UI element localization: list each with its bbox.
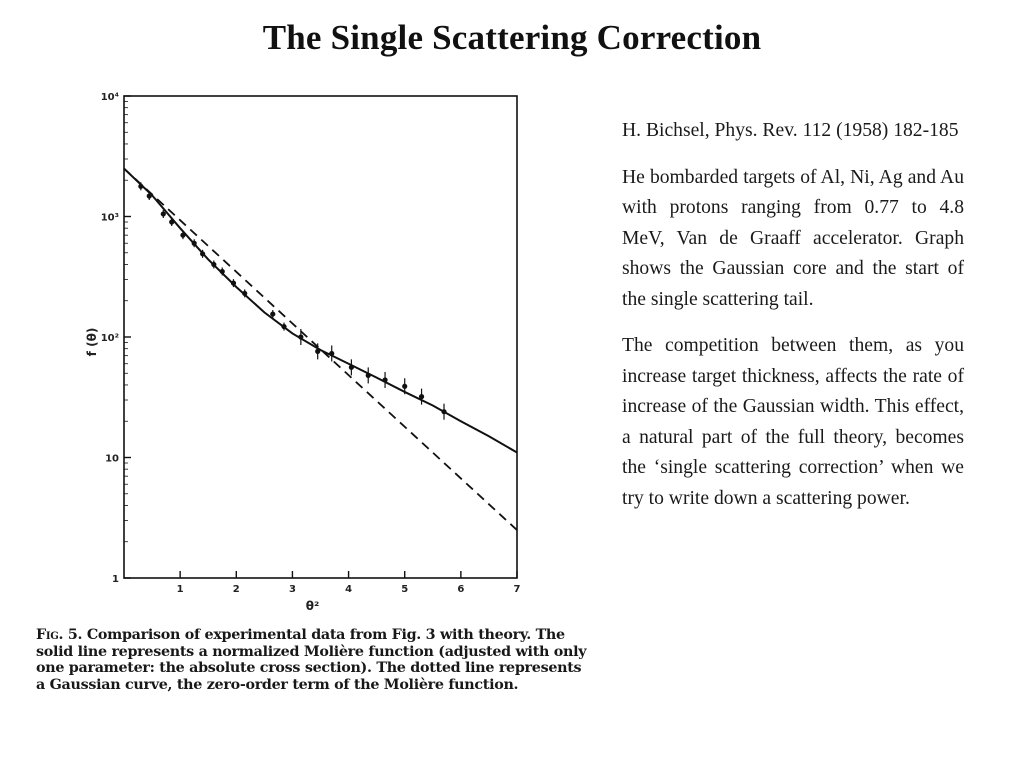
- plot-frame: [123, 95, 518, 579]
- moliere-curve: [123, 167, 518, 454]
- data-point: [270, 311, 276, 317]
- figure-caption: Fig. 5. Comparison of experimental data …: [36, 627, 592, 693]
- scattering-chart: 1 10 10² 10³ 10⁴ 1 2 3 4 5 6 7 f (θ) θ²: [85, 92, 521, 613]
- data-point: [160, 211, 166, 217]
- data-point: [402, 383, 408, 389]
- scanned-figure: 1 10 10² 10³ 10⁴ 1 2 3 4 5 6 7 f (θ) θ² Fig. 5. Compa…: [20, 82, 588, 742]
- y-tick-label: 10²: [101, 333, 119, 344]
- y-axis-label: f (θ): [85, 328, 99, 357]
- data-point: [418, 394, 425, 400]
- x-tick-label: 1: [177, 584, 184, 595]
- caption-text: Comparison of experimental data from Fig…: [36, 627, 587, 693]
- citation: H. Bichsel, Phys. Rev. 112 (1958) 182-18…: [622, 120, 959, 141]
- x-tick-label: 6: [457, 584, 464, 595]
- y-tick-label: 10: [105, 454, 119, 465]
- x-tick-label: 7: [514, 584, 521, 595]
- x-tick-label: 5: [401, 584, 408, 595]
- caption-prefix: Fig. 5.: [36, 627, 83, 643]
- x-tick-label: 4: [345, 584, 352, 595]
- text-panel: H. Bichsel, Phys. Rev. 112 (1958) 182-18…: [622, 116, 964, 530]
- y-tick-label: 1: [112, 574, 119, 585]
- y-tick-label: 10⁴: [101, 92, 119, 103]
- paragraph-competition: The competition between them, as you inc…: [622, 335, 964, 509]
- slide-title: The Single Scattering Correction: [262, 18, 762, 57]
- x-tick-label: 3: [289, 584, 296, 595]
- y-tick-label: 10³: [101, 213, 119, 224]
- x-tick-label: 2: [233, 584, 240, 595]
- x-axis-label: θ²: [306, 599, 320, 613]
- paragraph-experiment: He bombarded targets of Al, Ni, Ag and A…: [622, 166, 964, 310]
